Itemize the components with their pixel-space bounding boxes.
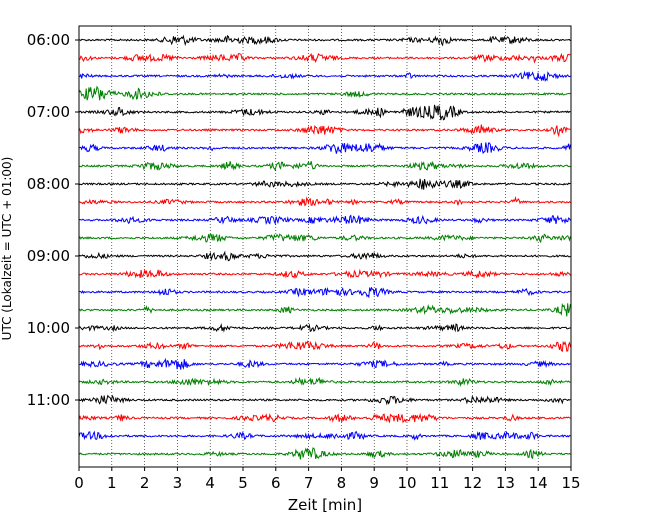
x-tick-label: 15 <box>561 474 580 492</box>
y-tick-label: 07:00 <box>27 103 70 121</box>
x-tick-label: 1 <box>107 474 117 492</box>
x-tick-label: 11 <box>430 474 449 492</box>
trace-line <box>78 214 571 226</box>
trace-line <box>78 357 571 370</box>
trace-line <box>78 232 571 244</box>
x-axis-label: Zeit [min] <box>288 496 362 514</box>
trace-line <box>78 250 571 262</box>
x-tick-label: 6 <box>271 474 281 492</box>
trace-line <box>78 124 571 138</box>
seismic-traces <box>78 34 571 460</box>
trace-line <box>78 447 571 460</box>
x-tick-label: 9 <box>369 474 379 492</box>
x-axis-ticks: 0 1 2 3 4 5 6 7 8 9 10 11 12 13 14 15 <box>74 467 581 492</box>
trace-line <box>78 340 571 353</box>
trace-line <box>78 268 571 279</box>
trace-line <box>78 302 571 317</box>
y-tick-label: 08:00 <box>27 175 70 193</box>
x-tick-label: 14 <box>529 474 548 492</box>
trace-line <box>78 376 571 388</box>
trace-line <box>78 286 571 299</box>
y-axis-ticks: 06:00 07:00 08:00 09:00 10:00 11:00 <box>27 31 79 409</box>
x-tick-label: 5 <box>238 474 248 492</box>
x-tick-label: 12 <box>463 474 482 492</box>
trace-line <box>78 195 571 207</box>
plot-frame <box>78 25 572 468</box>
trace-line <box>78 70 571 83</box>
trace-line <box>78 178 571 190</box>
y-tick-label: 06:00 <box>27 31 70 49</box>
trace-line <box>78 142 571 155</box>
trace-line <box>78 430 571 441</box>
trace-line <box>78 52 571 64</box>
x-tick-label: 4 <box>205 474 215 492</box>
y-tick-label: 10:00 <box>27 319 70 337</box>
trace-line <box>78 34 571 47</box>
trace-line <box>78 85 571 101</box>
x-tick-label: 2 <box>140 474 150 492</box>
x-tick-label: 7 <box>304 474 314 492</box>
x-tick-label: 10 <box>397 474 416 492</box>
y-tick-label: 09:00 <box>27 247 70 265</box>
trace-line <box>78 160 571 172</box>
trace-line <box>78 412 571 424</box>
x-tick-label: 0 <box>74 474 84 492</box>
x-tick-label: 8 <box>337 474 347 492</box>
trace-line <box>78 104 571 121</box>
y-tick-label: 11:00 <box>27 391 70 409</box>
trace-line <box>78 394 571 406</box>
trace-line <box>78 323 571 333</box>
y-axis-label: UTC (Lokalzeit = UTC + 01:00) <box>0 157 14 341</box>
x-tick-label: 3 <box>173 474 183 492</box>
x-tick-label: 13 <box>496 474 515 492</box>
